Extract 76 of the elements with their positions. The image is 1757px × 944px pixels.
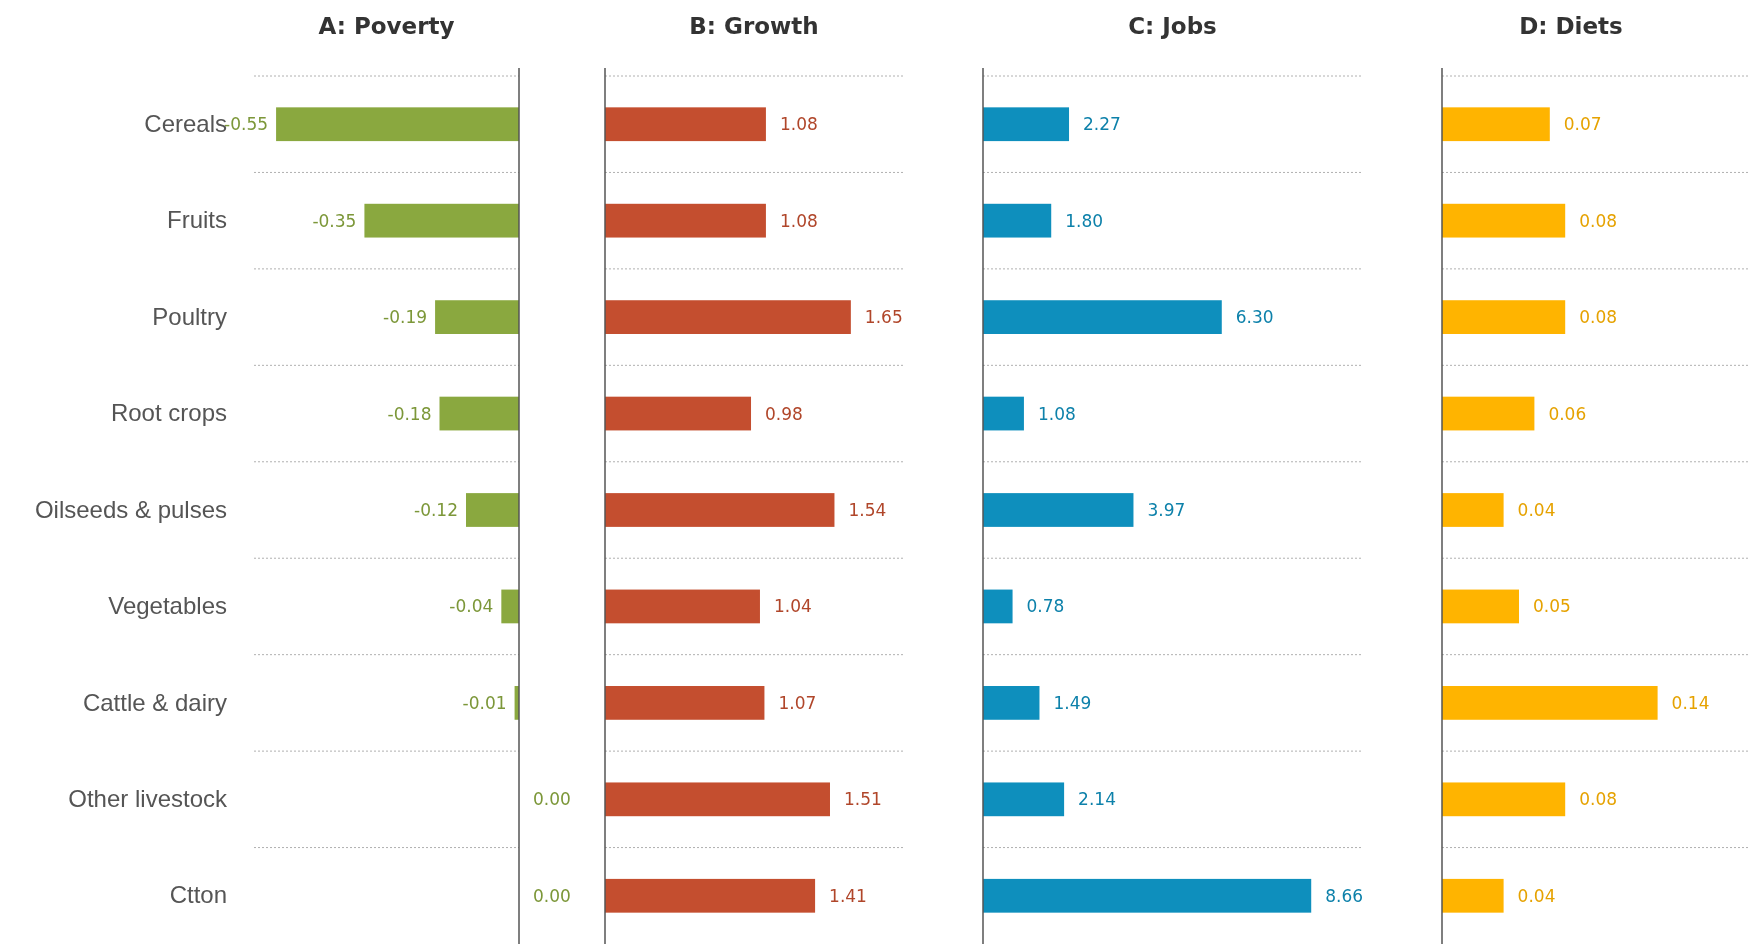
data-label: 8.66: [1325, 885, 1364, 906]
data-label: 0.07: [1563, 114, 1602, 135]
data-label: 1.08: [1037, 403, 1076, 424]
bar: [1442, 107, 1550, 142]
data-label: -0.35: [312, 210, 357, 231]
data-label: 1.08: [779, 210, 818, 231]
chart-title: D: Diets: [1519, 13, 1623, 39]
bar: [1442, 878, 1504, 913]
data-label: 6.30: [1235, 307, 1274, 328]
data-label: 0.08: [1579, 210, 1618, 231]
chart-title: C: Jobs: [1128, 13, 1217, 39]
bar: [1442, 493, 1504, 527]
bar: [983, 589, 1013, 624]
y-tick-label: Oilseeds & pulses: [34, 495, 227, 523]
data-label: 2.27: [1083, 114, 1121, 135]
bar: [983, 203, 1052, 238]
data-label: 0.06: [1548, 403, 1587, 424]
data-label: 0.08: [1579, 307, 1618, 328]
bar: [983, 107, 1070, 142]
bar: [983, 878, 1312, 913]
bar: [605, 493, 835, 527]
y-tick-label: Fruits: [167, 206, 227, 234]
bar: [605, 396, 752, 431]
chart-title: A: Poverty: [318, 13, 455, 39]
data-label: 0.08: [1579, 789, 1618, 810]
data-label: 0.00: [533, 789, 571, 810]
bar: [1442, 686, 1658, 720]
data-label: 1.80: [1065, 210, 1104, 231]
bar: [605, 107, 766, 142]
data-label: 1.54: [848, 499, 887, 520]
data-label: -0.01: [462, 692, 507, 713]
bar: [983, 782, 1065, 817]
bar: [983, 396, 1024, 431]
y-tick-label: Cattle & dairy: [82, 688, 227, 716]
bar: [983, 493, 1134, 527]
y-tick-label: Ctton: [169, 881, 227, 909]
data-label: 1.51: [843, 789, 882, 810]
bar: [605, 782, 830, 817]
data-label: 0.04: [1517, 499, 1556, 520]
data-label: 1.65: [864, 307, 903, 328]
bar: [983, 300, 1222, 334]
data-label: 2.14: [1078, 789, 1116, 810]
bar: [983, 686, 1040, 720]
bar: [605, 589, 760, 624]
data-label: 3.97: [1147, 499, 1186, 520]
data-label: -0.12: [414, 499, 458, 520]
bar: [1442, 589, 1519, 624]
data-label: 0.04: [1517, 885, 1556, 906]
data-label: 1.08: [779, 114, 818, 135]
data-label: -0.18: [387, 403, 432, 424]
data-label: -0.19: [383, 307, 428, 328]
bar: [1442, 396, 1535, 431]
bar: [605, 300, 851, 334]
data-label: -0.04: [449, 596, 494, 617]
bar: [1442, 782, 1566, 817]
y-tick-label: Cereals: [144, 109, 227, 137]
bar: [1442, 203, 1566, 238]
bar: [1442, 300, 1566, 334]
bar: [605, 878, 816, 913]
y-tick-label: Poultry: [152, 302, 227, 330]
y-tick-label: Root crops: [110, 399, 227, 427]
data-label: 1.04: [773, 596, 812, 617]
data-label: 1.49: [1053, 692, 1092, 713]
y-tick-label: Other livestock: [68, 785, 228, 813]
data-label: -0.55: [224, 114, 269, 135]
bar: [605, 203, 766, 238]
data-label: 0.14: [1671, 692, 1710, 713]
y-tick-label: Vegetables: [108, 592, 227, 620]
bar: [605, 686, 765, 720]
data-label: 0.78: [1026, 596, 1065, 617]
data-label: 1.41: [829, 885, 867, 906]
data-label: 0.98: [765, 403, 803, 424]
data-label: 0.00: [533, 885, 571, 906]
chart-title: B: Growth: [689, 13, 819, 39]
data-label: 0.05: [1533, 596, 1571, 617]
data-label: 1.07: [778, 692, 817, 713]
